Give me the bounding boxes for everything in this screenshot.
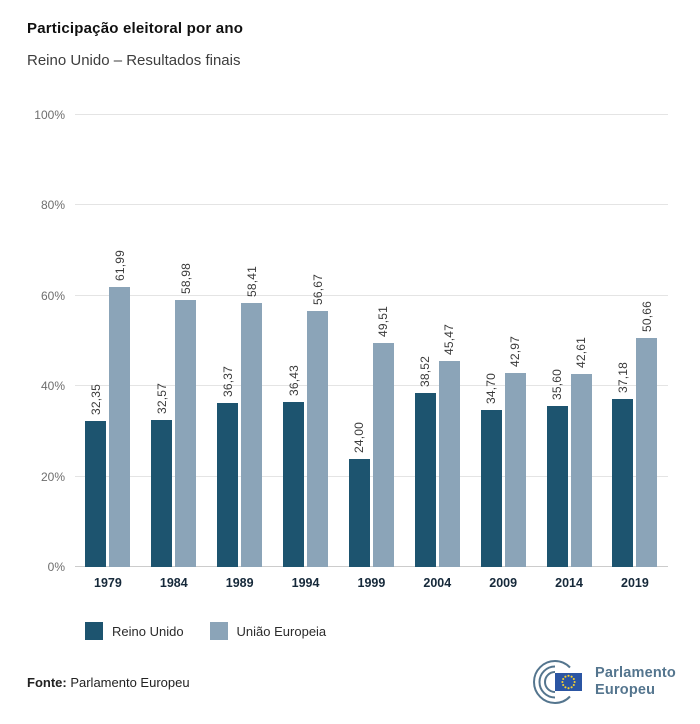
value-label: 32,57 xyxy=(154,382,169,414)
bar-group-2009: 34,70 42,97 xyxy=(473,115,533,567)
value-label: 45,47 xyxy=(442,324,457,356)
value-label: 34,70 xyxy=(484,373,499,405)
plot-area: 0% 20% 40% 60% 80% 100% 32,35 61,99 32,57 58,98 36… xyxy=(34,108,668,574)
bar-união-europeia-2014: 42,61 xyxy=(570,337,592,567)
value-label: 58,98 xyxy=(178,263,193,295)
ep-logo-text: Parlamento Europeu xyxy=(595,665,676,698)
bar-união-europeia-2019: 50,66 xyxy=(636,301,658,567)
value-label: 42,97 xyxy=(508,335,523,367)
bar-reino-unido-2009: 34,70 xyxy=(480,373,502,567)
footer: Fonte: Parlamento Europeu xyxy=(0,658,700,724)
legend: Reino Unido União Europeia xyxy=(85,622,700,640)
ep-logo: Parlamento Europeu xyxy=(524,658,676,706)
gridline-20 xyxy=(75,475,668,477)
chart-header: Participação eleitoral por ano Reino Uni… xyxy=(0,0,700,69)
ep-logo-line2: Europeu xyxy=(595,682,656,698)
value-label: 24,00 xyxy=(352,421,367,453)
legend-swatch-reino-unido xyxy=(85,622,103,640)
bar-união-europeia-1979: 61,99 xyxy=(109,250,131,567)
value-label: 35,60 xyxy=(550,369,565,401)
value-label: 38,52 xyxy=(418,355,433,387)
value-label: 36,37 xyxy=(220,365,235,397)
value-label: 50,66 xyxy=(639,301,654,333)
value-label: 42,61 xyxy=(574,337,589,369)
eu-flag-stars xyxy=(561,674,576,690)
value-label: 58,41 xyxy=(244,265,259,297)
legend-swatch-uniao-europeia xyxy=(209,622,228,640)
page-subtitle: Reino Unido – Resultados finais xyxy=(27,52,241,69)
x-tick-label-1989: 1989 xyxy=(225,576,254,590)
bar-união-europeia-1984: 58,98 xyxy=(175,263,197,567)
bar-group-1984: 32,57 58,98 xyxy=(144,115,204,567)
bar-união-europeia-2004: 45,47 xyxy=(438,324,460,567)
eu-flag xyxy=(555,673,583,691)
ep-logo-line1: Parlamento xyxy=(595,665,676,682)
value-label: 56,67 xyxy=(310,273,325,305)
value-label: 61,99 xyxy=(112,249,127,281)
legend-label-reino-unido: Reino Unido xyxy=(112,623,184,639)
source-value: Parlamento Europeu xyxy=(66,674,190,690)
bar-reino-unido-2019: 37,18 xyxy=(612,362,634,567)
source-note: Fonte: Parlamento Europeu xyxy=(27,675,190,690)
legend-label-uniao-europeia: União Europeia xyxy=(236,623,327,639)
bar-reino-unido-1994: 36,43 xyxy=(283,365,305,567)
bar-reino-unido-2014: 35,60 xyxy=(546,369,568,567)
x-tick-label-1994: 1994 xyxy=(291,576,320,590)
ep-logo-icon xyxy=(533,660,583,704)
source-label: Fonte: xyxy=(27,674,67,690)
bar-group-2019: 37,18 50,66 xyxy=(605,115,665,567)
bar-reino-unido-1984: 32,57 xyxy=(151,383,173,567)
value-label: 49,51 xyxy=(376,306,391,338)
bar-união-europeia-1989: 58,41 xyxy=(241,266,263,567)
x-tick-label-1979: 1979 xyxy=(94,576,122,590)
y-tick-label-80: 80% xyxy=(40,198,65,213)
bar-reino-unido-1979: 32,35 xyxy=(85,384,107,567)
bar-groups: 32,35 61,99 32,57 58,98 36,37 58,41 36,43 56,67… xyxy=(75,115,668,567)
gridline-40 xyxy=(75,385,668,387)
bar-união-europeia-1994: 56,67 xyxy=(307,274,329,567)
gridline-0 xyxy=(75,566,668,567)
y-tick-label-0: 0% xyxy=(47,560,65,574)
bar-group-2014: 35,60 42,61 xyxy=(539,115,599,567)
bar-reino-unido-1999: 24,00 xyxy=(348,422,370,567)
bar-reino-unido-1989: 36,37 xyxy=(217,366,239,567)
x-tick-label-1984: 1984 xyxy=(159,576,188,590)
x-tick-label-2014: 2014 xyxy=(555,576,583,590)
bar-group-1989: 36,37 58,41 xyxy=(210,115,270,567)
bar-união-europeia-2009: 42,97 xyxy=(504,336,526,567)
bar-união-europeia-1999: 49,51 xyxy=(372,306,394,567)
x-axis-labels: 1979 1984 1989 1994 1999 2004 2009 2014 2019 xyxy=(75,576,668,590)
x-tick-label-1999: 1999 xyxy=(357,576,386,590)
bar-chart: 0% 20% 40% 60% 80% 100% 32,35 61,99 32,57 58,98 36… xyxy=(0,108,700,590)
bar-group-2004: 38,52 45,47 xyxy=(407,115,467,567)
y-tick-label-100: 100% xyxy=(34,108,65,122)
value-label: 32,35 xyxy=(88,383,103,415)
x-tick-label-2019: 2019 xyxy=(621,576,649,590)
y-tick-label-60: 60% xyxy=(40,288,65,303)
y-tick-label-40: 40% xyxy=(40,379,65,394)
gridline-100 xyxy=(75,114,668,115)
gridline-60 xyxy=(75,294,668,296)
page-title: Participação eleitoral por ano xyxy=(27,20,244,37)
x-tick-label-2004: 2004 xyxy=(423,576,452,590)
value-label: 36,43 xyxy=(286,365,301,397)
legend-item-reino-unido: Reino Unido xyxy=(85,622,184,640)
gridline-80 xyxy=(75,204,668,206)
x-tick-label-2009: 2009 xyxy=(489,576,518,590)
bar-group-1979: 32,35 61,99 xyxy=(78,115,138,567)
y-tick-label-20: 20% xyxy=(40,469,65,484)
bar-group-1994: 36,43 56,67 xyxy=(276,115,336,567)
legend-item-uniao-europeia: União Europeia xyxy=(209,622,327,640)
value-label: 37,18 xyxy=(615,361,630,393)
bar-group-1999: 24,00 49,51 xyxy=(341,115,401,567)
bar-reino-unido-2004: 38,52 xyxy=(414,356,436,567)
